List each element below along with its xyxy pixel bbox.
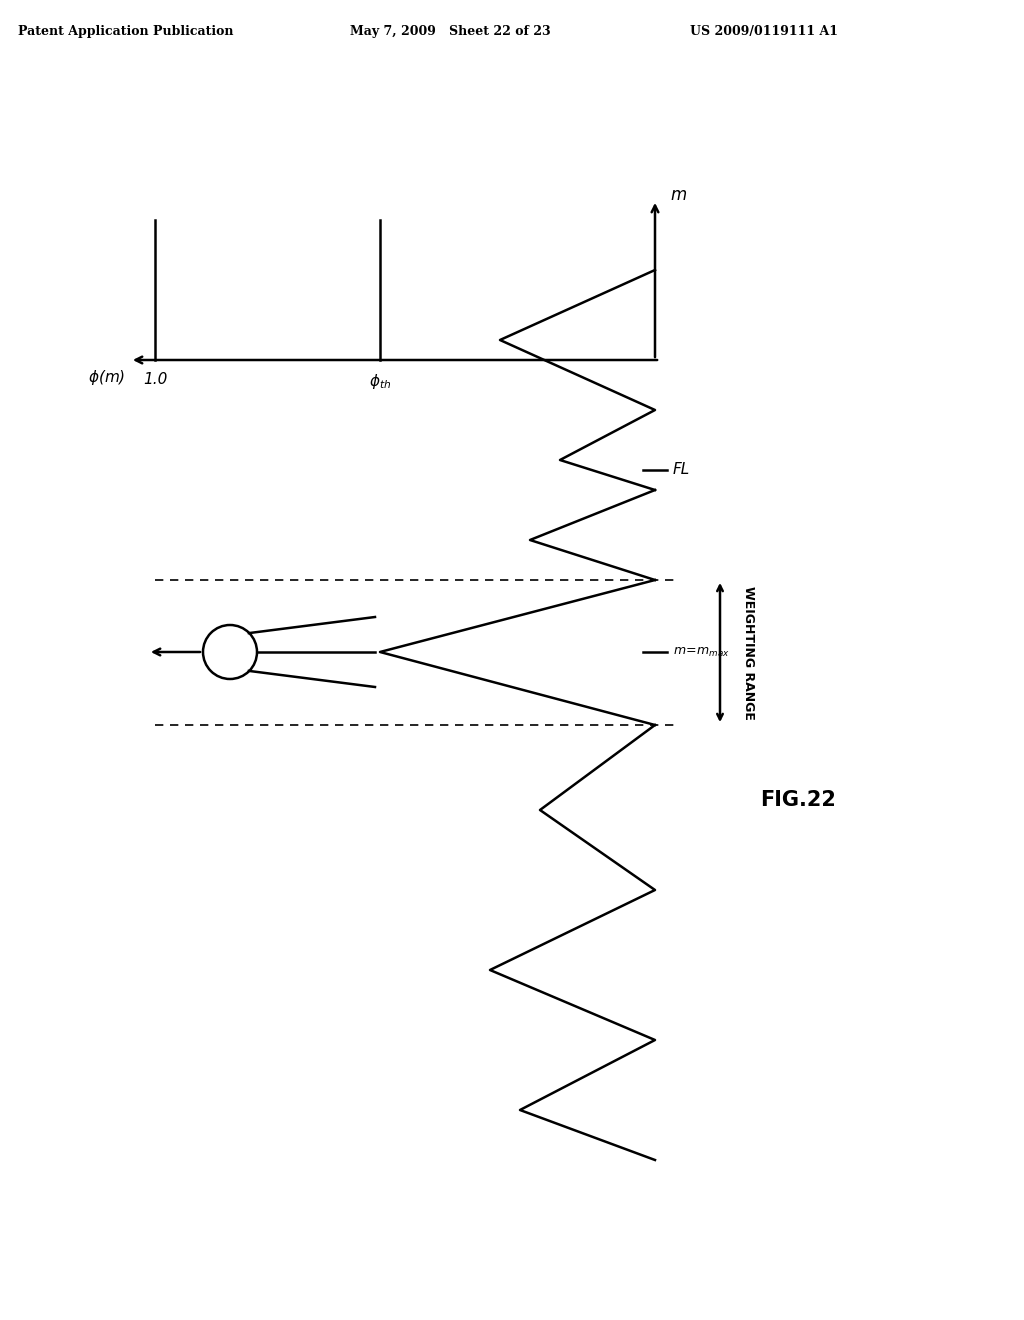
Text: 1.0: 1.0 bbox=[142, 372, 167, 387]
Text: $\phi_{th}$: $\phi_{th}$ bbox=[369, 372, 391, 391]
Text: FIG.22: FIG.22 bbox=[760, 789, 836, 810]
Text: $\phi$(m): $\phi$(m) bbox=[88, 368, 125, 387]
Text: May 7, 2009   Sheet 22 of 23: May 7, 2009 Sheet 22 of 23 bbox=[350, 25, 551, 38]
Text: m: m bbox=[670, 186, 686, 205]
Text: US 2009/0119111 A1: US 2009/0119111 A1 bbox=[690, 25, 838, 38]
Text: FL: FL bbox=[673, 462, 690, 478]
Text: $m\!=\!m_{max}$: $m\!=\!m_{max}$ bbox=[673, 645, 730, 659]
Text: Patent Application Publication: Patent Application Publication bbox=[18, 25, 233, 38]
Text: WEIGHTING RANGE: WEIGHTING RANGE bbox=[742, 586, 755, 719]
